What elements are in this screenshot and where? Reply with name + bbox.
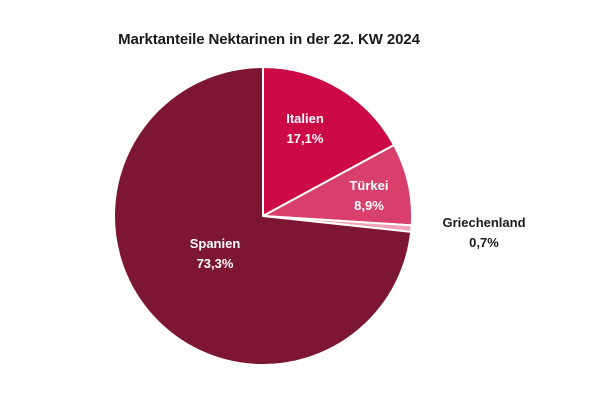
slice-value-türkei: 8,9% [354, 198, 384, 213]
slice-value-italien: 17,1% [287, 131, 324, 146]
pie-slice-italien [262, 66, 396, 217]
chart-title: Marktanteile Nektarinen in der 22. KW 20… [118, 31, 420, 48]
pie-slices [113, 66, 414, 366]
slice-value-griechenland: 0,7% [469, 235, 499, 250]
slice-label-italien: Italien [286, 111, 324, 126]
pie-labels: Italien 17,1% Türkei 8,9% Griechenland 0,7% Sp… [190, 111, 526, 271]
slice-label-türkei: Türkei [349, 178, 388, 193]
pie-slice-türkei [262, 144, 414, 227]
slice-label-griechenland: Griechenland [442, 215, 525, 230]
slice-value-spanien: 73,3% [197, 256, 234, 271]
pie-slice-spanien [113, 66, 413, 366]
slice-label-spanien: Spanien [190, 236, 241, 251]
